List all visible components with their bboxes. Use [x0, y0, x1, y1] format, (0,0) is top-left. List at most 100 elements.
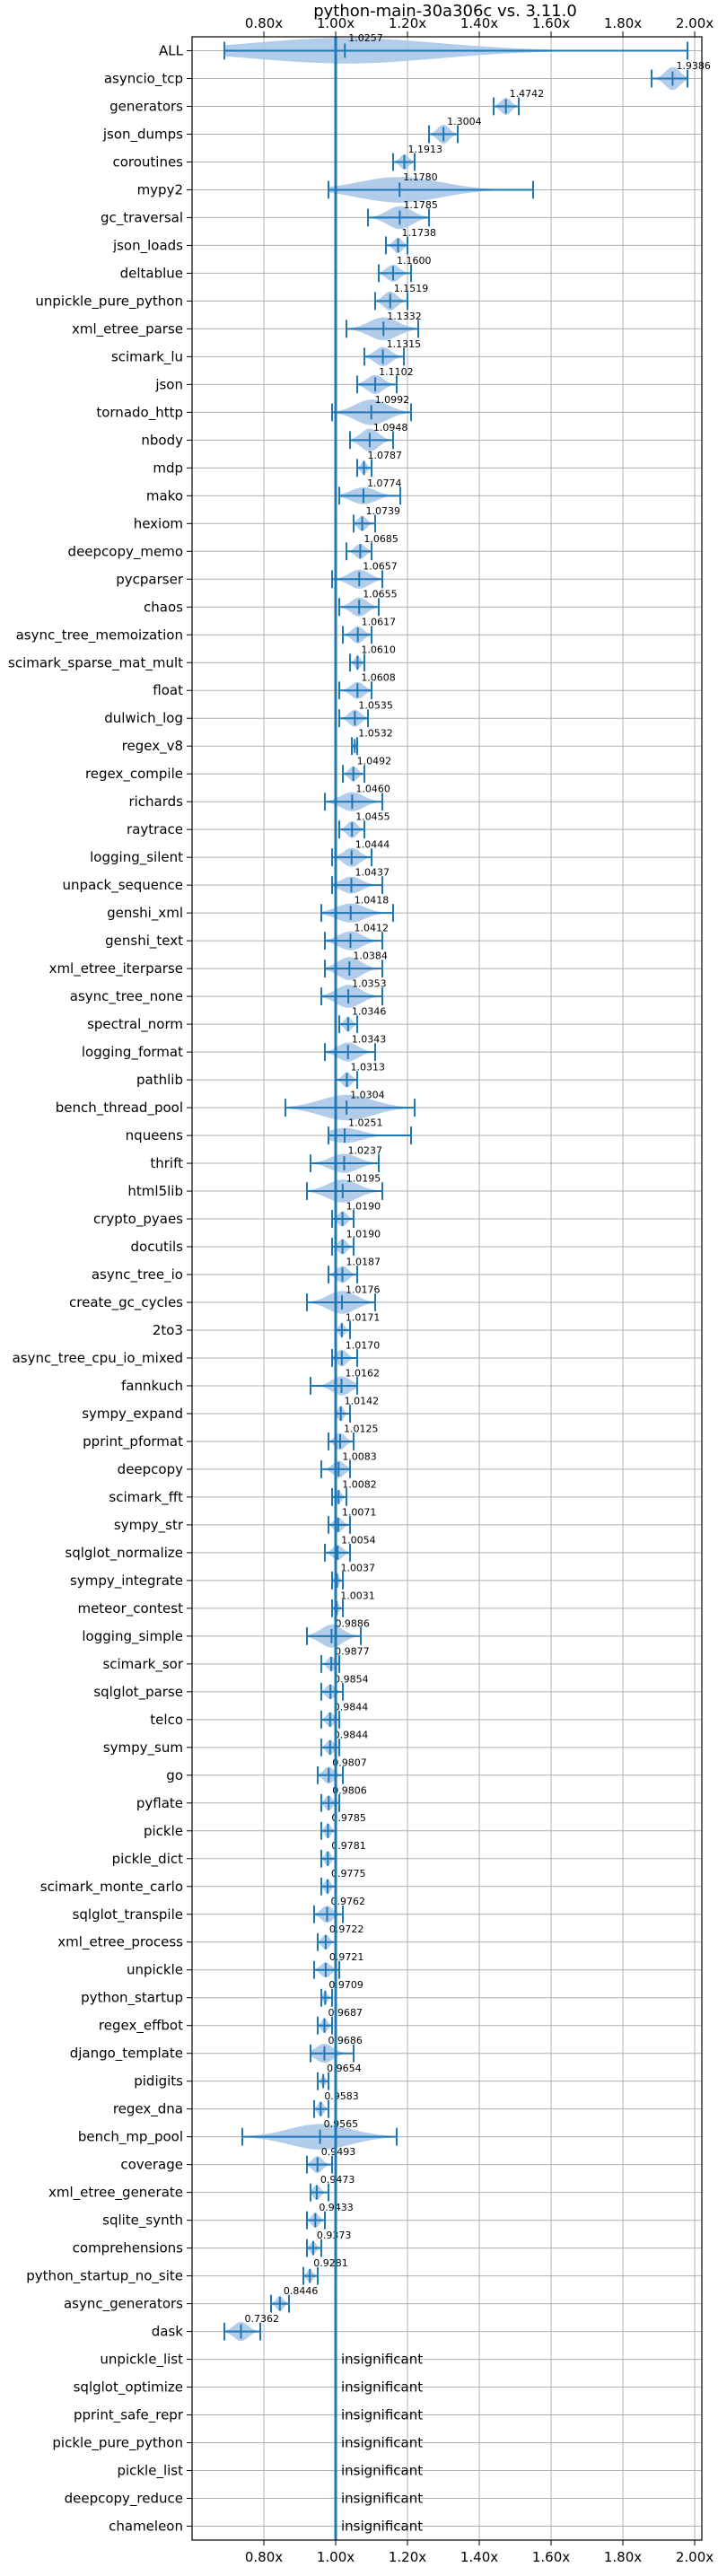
plot-area: 1.0257 1.9386 1.4742 1.3004 1.1913 1.1780 1.17…: [8, 15, 714, 2565]
insignificant-label: insignificant: [341, 2435, 423, 2451]
category-label: docutils: [131, 1239, 184, 1255]
insignificant-label: insignificant: [341, 2407, 423, 2423]
category-label: chaos: [144, 599, 183, 615]
category-label: sqlglot_optimize: [74, 2379, 183, 2396]
value-label: 1.1332: [387, 311, 422, 322]
category-label: unpickle_list: [100, 2352, 183, 2369]
value-label: 1.1785: [403, 199, 438, 211]
category-label: sympy_str: [114, 1517, 184, 1534]
chart-title: python-main-30a306c vs. 3.11.0: [313, 2, 577, 21]
category-label: json_dumps: [102, 126, 183, 143]
value-label: 0.9709: [328, 1979, 363, 1991]
category-label: python_startup_no_site: [26, 2268, 183, 2285]
x-tick-label-top: 1.00x: [317, 15, 355, 31]
category-label: chameleon: [109, 2519, 183, 2535]
category-label: genshi_text: [105, 933, 183, 950]
value-label: 1.0187: [346, 1256, 381, 1267]
value-label: 0.9565: [324, 2118, 359, 2130]
category-label: mdp: [153, 460, 183, 476]
category-label: nbody: [141, 432, 183, 448]
value-label: 0.9775: [331, 1868, 366, 1879]
x-tick-label-top: 1.20x: [389, 15, 426, 31]
category-label: scimark_lu: [111, 348, 183, 365]
category-label: tornado_http: [96, 404, 183, 421]
value-label: 1.0346: [352, 1006, 387, 1018]
value-label: 1.1519: [394, 283, 429, 294]
value-label: 0.9854: [334, 1673, 369, 1685]
category-label: sympy_expand: [82, 1406, 183, 1423]
value-label: 0.9807: [332, 1757, 367, 1768]
value-label: 1.0608: [361, 672, 396, 684]
x-tick-label-bottom: 0.80x: [245, 2549, 283, 2565]
value-label: 1.0083: [342, 1450, 377, 1462]
value-label: 1.0739: [366, 505, 401, 517]
value-label: 1.0082: [342, 1478, 377, 1490]
value-label: 1.0455: [355, 811, 390, 823]
value-label: 1.0685: [363, 533, 398, 545]
value-label: 1.0353: [352, 978, 387, 990]
x-tick-label-top: 1.60x: [532, 15, 570, 31]
category-label: json_loads: [112, 237, 183, 254]
category-label: scimark_sor: [102, 1656, 183, 1673]
category-label: deltablue: [120, 265, 183, 281]
category-label: spectral_norm: [87, 1016, 183, 1033]
category-label: regex_v8: [122, 738, 183, 755]
value-label: 0.9722: [329, 1923, 364, 1935]
value-label: 1.0125: [344, 1423, 379, 1434]
x-tick-label-top: 1.40x: [460, 15, 498, 31]
value-label: 0.9762: [330, 1896, 365, 1907]
value-label: 0.9281: [313, 2257, 348, 2269]
category-label: pickle_pure_python: [52, 2435, 183, 2452]
value-label: 0.9687: [328, 2007, 363, 2019]
category-label: pickle_list: [117, 2463, 183, 2480]
value-label: 1.0444: [355, 839, 390, 851]
category-label: gc_traversal: [101, 209, 183, 226]
category-label: logging_format: [82, 1044, 183, 1061]
category-label: xml_etree_generate: [48, 2185, 183, 2202]
insignificant-label: insignificant: [341, 2519, 423, 2535]
category-label: 2to3: [153, 1322, 183, 1338]
value-label: 0.9686: [328, 2035, 363, 2046]
x-tick-label-bottom: 1.00x: [317, 2549, 355, 2565]
category-label: xml_etree_iterparse: [49, 960, 183, 977]
category-label: scimark_fft: [109, 1489, 183, 1506]
category-label: ALL: [159, 42, 184, 58]
category-label: logging_simple: [82, 1628, 183, 1645]
value-label: 1.4742: [510, 88, 545, 100]
value-label: 1.0460: [355, 784, 390, 795]
category-label: richards: [128, 793, 183, 810]
value-label: 1.0195: [346, 1173, 381, 1185]
value-label: 1.0190: [346, 1228, 381, 1240]
value-label: 1.0176: [346, 1284, 381, 1295]
category-label: async_tree_memoization: [16, 626, 183, 644]
x-tick-label-bottom: 1.40x: [460, 2549, 498, 2565]
category-label: nqueens: [126, 1127, 183, 1143]
axes-frame: [191, 36, 703, 2541]
category-label: pickle_dict: [112, 1851, 183, 1868]
category-label: thrift: [150, 1155, 183, 1171]
category-label: sqlite_synth: [102, 2212, 183, 2230]
category-label: telco: [150, 1712, 183, 1728]
category-label: asyncio_tcp: [104, 70, 183, 87]
category-label: hexiom: [134, 515, 183, 531]
value-label: 0.9806: [332, 1784, 367, 1796]
category-label: coroutines: [112, 153, 183, 170]
category-label: async_tree_io: [92, 1266, 183, 1284]
value-label: 1.0251: [348, 1117, 383, 1129]
value-label: 0.9844: [334, 1701, 369, 1713]
x-tick-label-top: 0.80x: [245, 15, 283, 31]
x-tick-label-bottom: 1.20x: [389, 2549, 426, 2565]
value-label: 1.1600: [397, 255, 432, 267]
value-label: 1.1780: [403, 171, 438, 183]
category-label: pycparser: [116, 571, 184, 587]
category-label: crypto_pyaes: [93, 1211, 183, 1228]
value-label: 1.0031: [340, 1590, 375, 1601]
category-label: create_gc_cycles: [69, 1294, 183, 1311]
value-label: 0.9785: [331, 1812, 366, 1824]
value-label: 1.0992: [375, 394, 410, 406]
value-label: 1.0384: [353, 951, 388, 962]
category-label: mako: [146, 487, 183, 504]
value-label: 1.0437: [355, 867, 390, 879]
value-label: 0.9473: [320, 2174, 355, 2186]
value-label: 1.0535: [358, 700, 393, 712]
